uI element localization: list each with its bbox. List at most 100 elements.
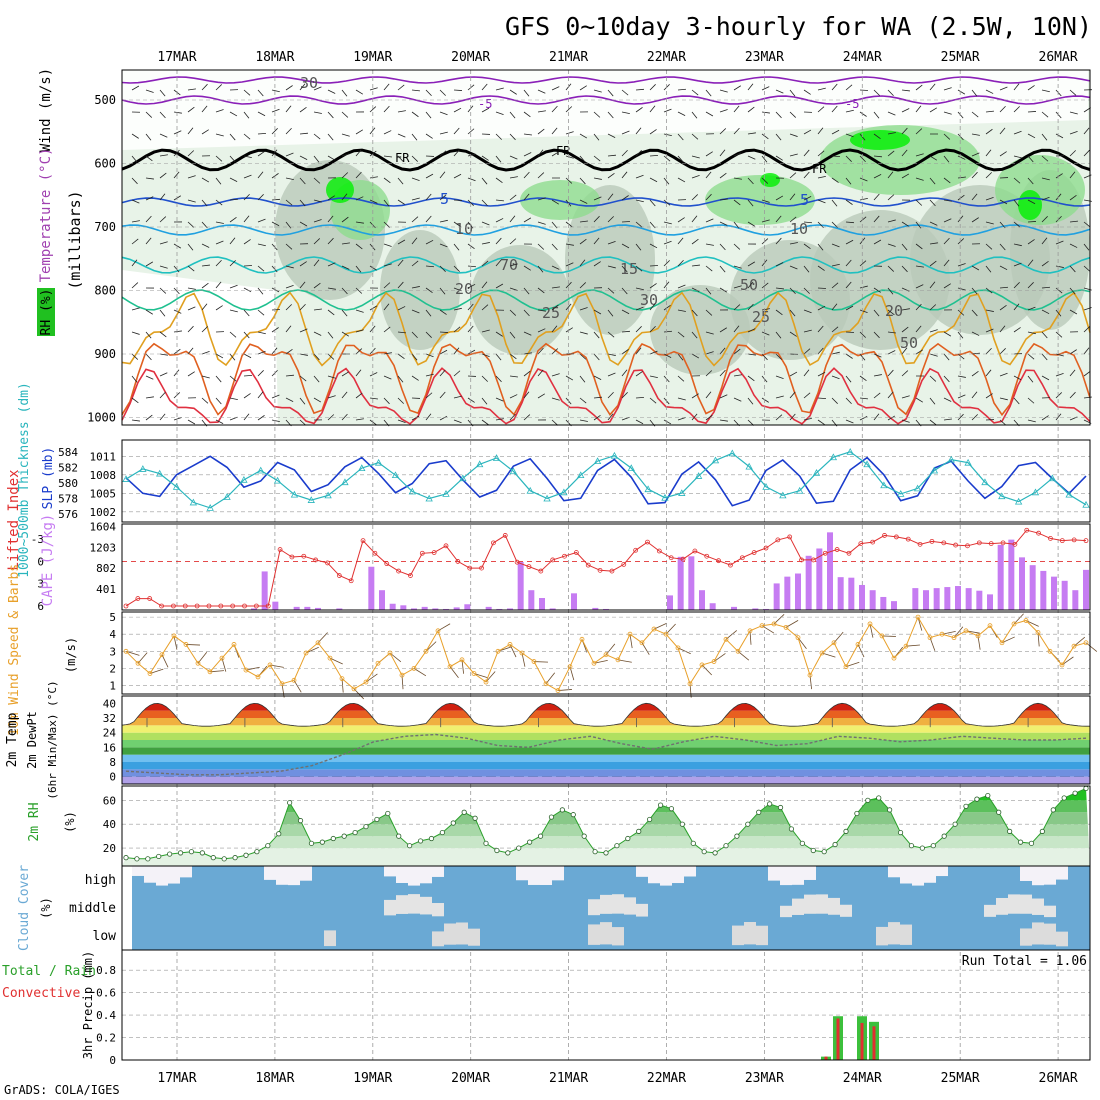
wind-barb <box>733 285 742 289</box>
wind-barb <box>887 265 895 272</box>
wind-barb <box>929 419 937 426</box>
label-cloud: Cloud Cover <box>17 865 32 951</box>
wind-barb <box>215 305 223 311</box>
wind-barb <box>761 331 770 336</box>
wind-barb <box>509 215 516 223</box>
wind-barb <box>999 305 1007 311</box>
lifted-index-point <box>1036 530 1041 536</box>
wind-barb <box>411 260 419 267</box>
wind-barb <box>565 327 573 333</box>
wind-barb <box>173 243 182 249</box>
wind-barb <box>383 177 391 184</box>
footer-credit: GrADS: COLA/IGES <box>4 1083 120 1097</box>
cape-bar <box>997 544 1004 610</box>
wind-barb <box>397 239 406 245</box>
wind-barb <box>299 419 307 426</box>
wind-barb <box>859 177 868 182</box>
cape-bar <box>485 606 492 610</box>
wind-barb <box>229 237 236 245</box>
wind-barb <box>789 193 796 201</box>
cape-bar <box>539 598 545 610</box>
rh2m-point <box>690 840 696 846</box>
wind-barb <box>635 127 642 135</box>
cape-bar <box>859 584 865 610</box>
cloud-gap-high <box>660 866 672 886</box>
wind-barb <box>509 111 516 119</box>
wind-barb <box>831 199 838 207</box>
wind-barb <box>719 265 726 273</box>
wind-barb <box>971 89 978 97</box>
thickness-point <box>1082 500 1090 508</box>
lifted-index-point <box>182 603 188 609</box>
wind-barb <box>313 282 321 289</box>
wind10-point <box>903 643 909 649</box>
temp-band <box>122 776 1090 784</box>
wind-barb <box>355 392 363 399</box>
wind-barb <box>285 325 292 333</box>
chart-title: GFS 0~10day 3-hourly for WA (2.5W, 10N) <box>505 12 1092 41</box>
wind-barb <box>691 309 698 317</box>
wind-barb <box>229 353 236 361</box>
wind-barb <box>201 199 208 207</box>
wind10-point <box>303 650 309 656</box>
pressure-tick: 1000 <box>87 411 116 425</box>
wind-barb <box>999 419 1007 426</box>
lifted-index-point <box>265 603 271 609</box>
wind-barb <box>943 418 952 421</box>
wind-barb <box>425 265 435 268</box>
wind-barb <box>621 111 630 114</box>
lifted-index-point <box>147 596 153 601</box>
wind-barb <box>677 177 686 183</box>
rh-shade <box>760 173 780 187</box>
cape-bar <box>944 587 951 610</box>
wind-barb <box>411 133 418 141</box>
wind-barb <box>663 419 672 425</box>
rh2m-point <box>385 810 391 817</box>
wind-barb <box>243 374 253 377</box>
wind-barb <box>355 418 364 421</box>
lifted-index-point <box>550 557 556 563</box>
wind-barb <box>215 281 222 289</box>
pressure-tick: 800 <box>94 284 116 298</box>
cape-bar <box>1051 576 1057 610</box>
wind-tick: 4 <box>109 628 116 641</box>
wind10-point <box>987 623 993 629</box>
wind-barb <box>971 217 979 223</box>
slp-tick: 1005 <box>90 487 117 500</box>
lifted-index-point <box>787 534 793 540</box>
wind-barb <box>621 171 628 179</box>
wind-barb <box>509 194 517 201</box>
date-label-top: 17MAR <box>157 50 196 65</box>
lifted-index-point <box>1083 538 1089 544</box>
wind-barb <box>383 352 392 355</box>
lifted-index-point <box>479 565 484 571</box>
wind-barb <box>411 286 420 289</box>
wind10-point <box>927 635 933 641</box>
cloud-level-middle: middle <box>69 901 116 916</box>
wind-barb <box>257 243 266 247</box>
wind10-point <box>399 672 405 678</box>
wind-barb <box>285 284 294 289</box>
wind-barb <box>187 287 196 290</box>
wind-barb <box>509 287 518 291</box>
wind-barb <box>243 89 251 96</box>
lifted-index-point <box>905 536 911 542</box>
wind-barb <box>467 153 476 157</box>
wind-barb <box>649 397 657 404</box>
wind-barb <box>1069 130 1078 135</box>
wind10-point <box>483 679 489 685</box>
wind-barb <box>299 261 307 267</box>
cape-bar <box>955 586 961 610</box>
rh2m-point <box>494 847 500 854</box>
wind-barb <box>677 331 685 338</box>
cape-bar <box>805 555 812 610</box>
wind-barb <box>705 265 713 272</box>
date-label-bottom: 23MAR <box>745 1071 784 1086</box>
wind-barb <box>285 177 294 181</box>
wind-barb <box>985 89 994 94</box>
lifted-index-point <box>218 603 224 609</box>
wind-barb <box>635 199 644 203</box>
wind-barb <box>467 303 474 311</box>
wind-barb <box>495 111 504 116</box>
wind-barb <box>1055 309 1062 317</box>
